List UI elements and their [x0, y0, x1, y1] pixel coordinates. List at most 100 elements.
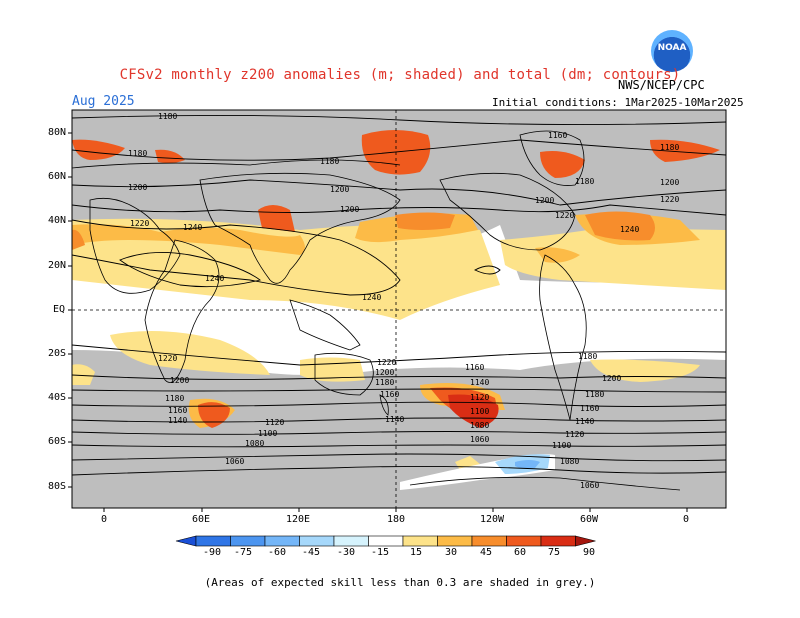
colorbar-label: -60 [268, 547, 287, 558]
contour-label: 1140 [168, 416, 187, 425]
contour-label: 1220 [660, 195, 679, 204]
contour-label: 1180 [158, 112, 177, 121]
colorbar-label: 30 [445, 547, 458, 558]
lat-label: 80N [48, 127, 67, 138]
lat-label: 40S [48, 392, 67, 403]
contour-label: 1200 [128, 183, 147, 192]
contour-label: 1100 [258, 429, 277, 438]
colorbar-label: 15 [410, 547, 423, 558]
contour-label: 1100 [470, 407, 489, 416]
lon-label: 60E [192, 514, 211, 525]
colorbar-swatch [264, 535, 300, 547]
colorbar-label: 60 [514, 547, 527, 558]
colorbar-swatch [368, 535, 404, 547]
contour-label: 1180 [575, 177, 594, 186]
contour-label: 1240 [183, 223, 202, 232]
colorbar-label: 75 [548, 547, 561, 558]
colorbar-swatch [471, 535, 507, 547]
colorbar-swatch [506, 535, 542, 547]
colorbar-label: 90 [583, 547, 596, 558]
colorbar-swatch [402, 535, 438, 547]
contour-label: 1160 [548, 131, 567, 140]
colorbar-swatch [575, 535, 596, 547]
contour-label: 1160 [465, 363, 484, 372]
contour-label: 1180 [320, 157, 339, 166]
contour-label: 1080 [560, 457, 579, 466]
contour-label: 1240 [620, 225, 639, 234]
colorbar-swatch [333, 535, 369, 547]
colorbar-swatch [299, 535, 335, 547]
contour-label: 1060 [580, 481, 599, 490]
contour-label: 1200 [660, 178, 679, 187]
contour-label: 1080 [470, 421, 489, 430]
lon-label: 120E [286, 514, 311, 525]
contour-label: 1140 [470, 378, 489, 387]
map-frame [71, 109, 727, 509]
contour-label: 1180 [585, 390, 604, 399]
lat-label: 20N [48, 260, 67, 271]
skill-footnote: (Areas of expected skill less than 0.3 a… [204, 576, 596, 589]
lon-label: 60W [580, 514, 599, 525]
colorbar-swatch [195, 535, 231, 547]
contour-label: 1180 [660, 143, 679, 152]
colorbar-label: -45 [302, 547, 321, 558]
contour-label: 1120 [265, 418, 284, 427]
lat-label: EQ [53, 304, 66, 315]
colorbar-label: -90 [203, 547, 222, 558]
contour-label: 1200 [330, 185, 349, 194]
colorbar-swatch [540, 535, 576, 547]
contour-label: 1160 [580, 404, 599, 413]
anomaly-15-30-north [72, 218, 500, 320]
lon-label: 120W [480, 514, 505, 525]
contour-label: 1220 [377, 358, 396, 367]
logo-text: NOAA [657, 43, 687, 53]
lon-label: 0 [683, 514, 690, 525]
colorbar-swatch [175, 535, 197, 547]
colorbar-swatch [437, 535, 473, 547]
colorbar-label: -30 [337, 547, 356, 558]
axis-ticks [68, 132, 688, 512]
contour-label: 1120 [470, 393, 489, 402]
lon-label: 180 [387, 514, 406, 525]
contour-label: 1160 [380, 390, 399, 399]
noaa-logo: NOAA [651, 30, 693, 72]
contour-label: 1060 [225, 457, 244, 466]
lat-label: 20S [48, 348, 67, 359]
contour-label: 1180 [128, 149, 147, 158]
contour-label: 1160 [168, 406, 187, 415]
colorbar-swatch [230, 535, 266, 547]
contour-label: 1220 [158, 354, 177, 363]
colorbar-label: -15 [371, 547, 390, 558]
contour-label: 1080 [245, 439, 264, 448]
contour-label: 1180 [375, 378, 394, 387]
contour-label: 1180 [578, 352, 597, 361]
colorbar-label: 45 [480, 547, 493, 558]
map-gridlines [72, 110, 726, 508]
contour-label: 1140 [575, 417, 594, 426]
anomaly-30-45-north [72, 224, 305, 255]
contour-label: 1240 [362, 293, 381, 302]
contour-label: 1200 [170, 376, 189, 385]
lat-label: 60S [48, 436, 67, 447]
lat-label: 80S [48, 481, 67, 492]
chart-title: CFSv2 monthly z200 anomalies (m; shaded)… [119, 67, 681, 83]
contour-label: 1200 [375, 368, 394, 377]
initial-conditions: Initial conditions: 1Mar2025-10Mar2025 [492, 96, 744, 109]
lat-label: 40N [48, 215, 67, 226]
contour-label: 1060 [470, 435, 489, 444]
contour-label: 1220 [555, 211, 574, 220]
contour-label: 1200 [340, 205, 359, 214]
colorbar-label: -75 [234, 547, 253, 558]
agency-label: NWS/NCEP/CPC [618, 78, 705, 92]
contour-label: 1180 [165, 394, 184, 403]
lon-label: 0 [101, 514, 108, 525]
valid-month: Aug 2025 [72, 94, 135, 109]
contour-label: 1120 [565, 430, 584, 439]
contour-label: 1200 [602, 374, 621, 383]
lat-label: 60N [48, 171, 67, 182]
contour-label: 1100 [552, 441, 571, 450]
height-contours [72, 114, 726, 476]
contour-label: 1200 [535, 196, 554, 205]
